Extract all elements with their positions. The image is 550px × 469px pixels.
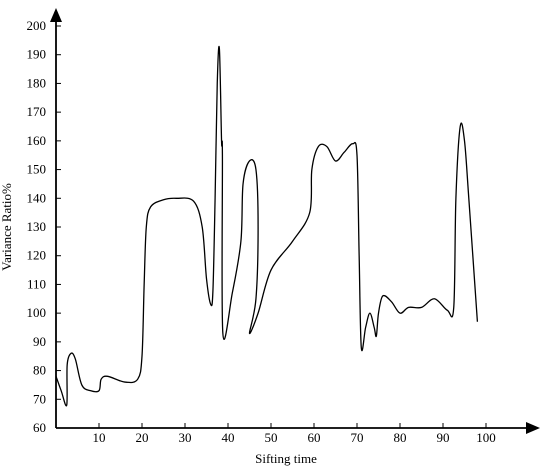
y-tick-label: 200 [27, 18, 47, 33]
y-tick-label: 80 [33, 363, 46, 378]
x-tick-label: 80 [394, 430, 407, 445]
y-tick-label: 130 [27, 219, 47, 234]
x-tick-label: 30 [179, 430, 192, 445]
y-axis-arrow [50, 8, 62, 22]
y-ticks: 60 70 80 90 100 110 120 130 140 150 160 170 180 190 20… [27, 18, 61, 435]
y-tick-label: 100 [27, 305, 47, 320]
x-axis-arrow [526, 422, 540, 434]
series-layer [55, 46, 479, 407]
series-line-0 [55, 46, 479, 407]
y-axis-label: Variance Ratio% [0, 183, 14, 271]
x-ticks: 10 20 30 40 50 60 70 80 90 100 [93, 423, 496, 445]
y-tick-label: 120 [27, 248, 47, 263]
y-tick-label: 190 [27, 47, 47, 62]
x-axis-label: Sifting time [255, 451, 317, 466]
y-tick-label: 170 [27, 104, 47, 119]
y-tick-label: 160 [27, 133, 47, 148]
x-tick-label: 60 [308, 430, 321, 445]
y-tick-label: 180 [27, 75, 47, 90]
y-tick-label: 60 [33, 420, 46, 435]
x-tick-label: 100 [476, 430, 496, 445]
y-tick-label: 150 [27, 162, 47, 177]
y-tick-label: 110 [27, 276, 46, 291]
axes [50, 8, 540, 434]
y-tick-label: 140 [27, 190, 47, 205]
x-tick-label: 40 [222, 430, 235, 445]
y-tick-label: 70 [33, 391, 46, 406]
x-tick-label: 70 [351, 430, 364, 445]
x-tick-label: 50 [265, 430, 278, 445]
x-tick-label: 20 [136, 430, 149, 445]
x-tick-label: 10 [93, 430, 106, 445]
y-tick-label: 90 [33, 334, 46, 349]
x-tick-label: 90 [437, 430, 450, 445]
